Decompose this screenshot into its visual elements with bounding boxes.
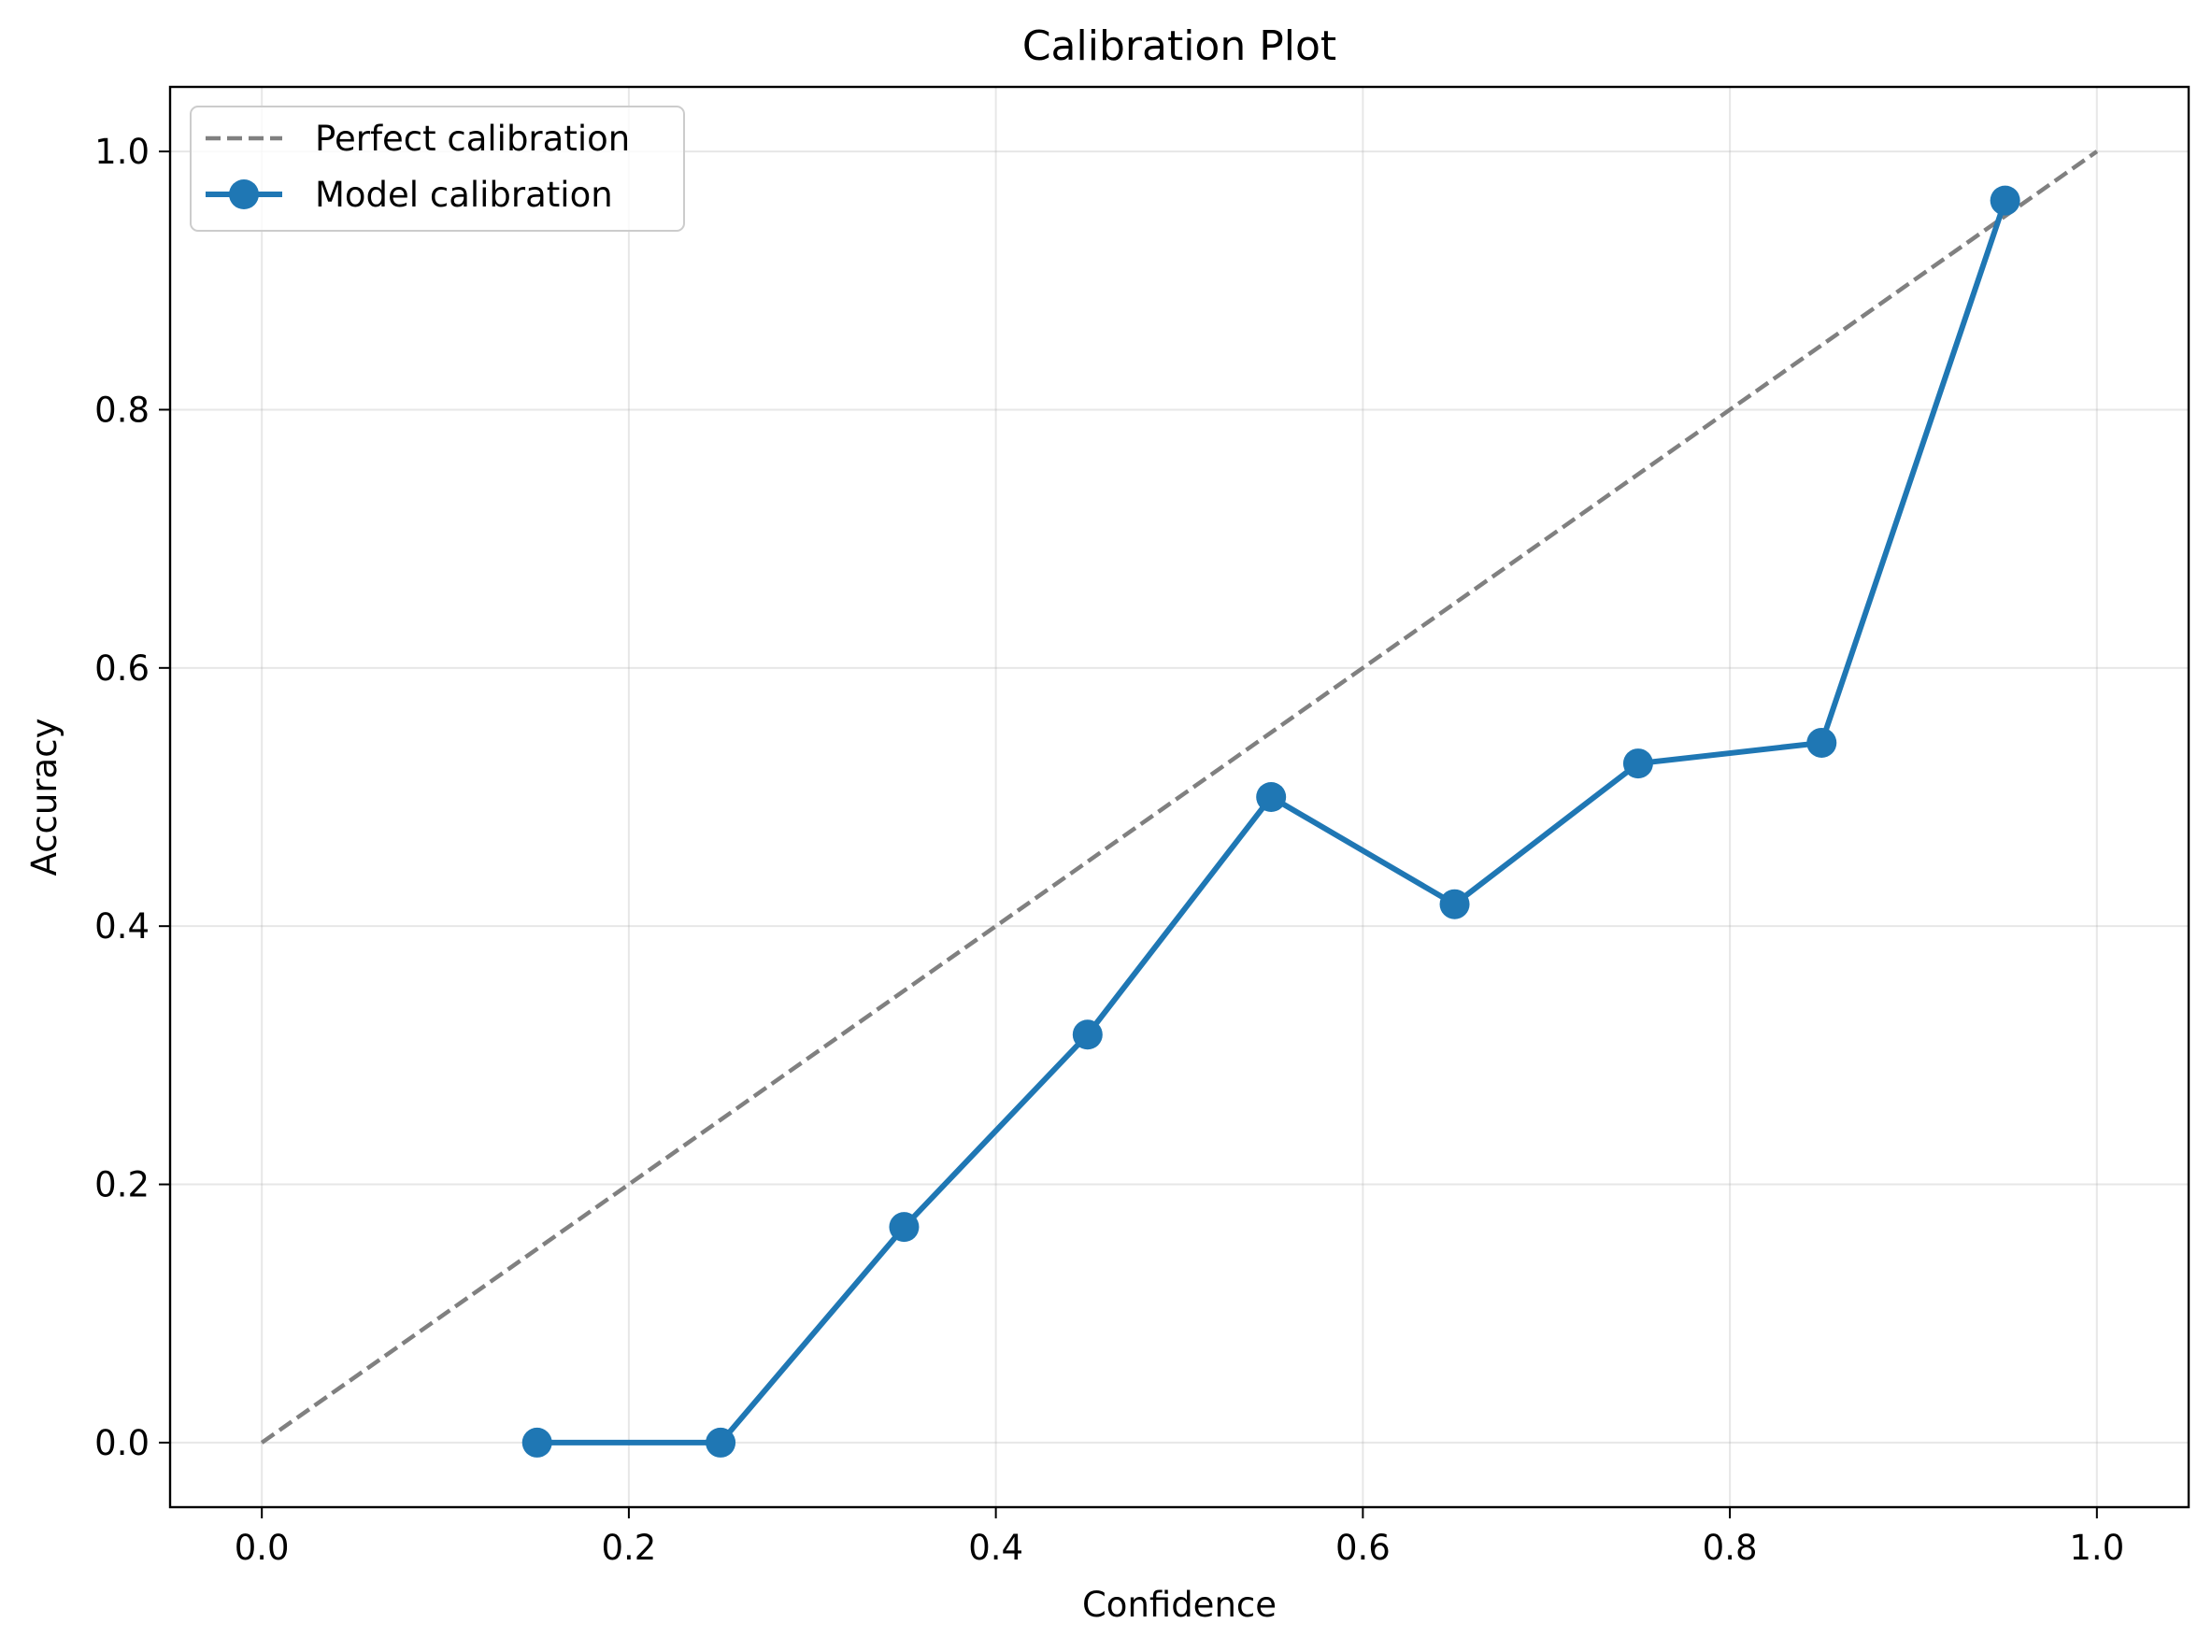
legend-box — [190, 106, 685, 232]
legend-perfect-label: Perfect calibration — [315, 119, 630, 159]
x-tick-label: 1.0 — [2069, 1528, 2124, 1568]
chart-title: Calibration Plot — [1022, 22, 1336, 70]
model-calibration-point — [1072, 1019, 1103, 1050]
y-axis-label: Accuracy — [24, 719, 64, 876]
model-calibration-point — [1439, 889, 1470, 919]
model-calibration-line — [536, 199, 2008, 1446]
model-calibration-point — [889, 1212, 920, 1243]
legend: Perfect calibration Model calibration — [190, 106, 685, 232]
y-tick-label: 0.4 — [94, 906, 150, 947]
y-tick-label: 0.0 — [94, 1423, 150, 1463]
tick-layer: 0.0 0.2 0.4 0.6 0.8 1.0 0.0 0.2 0.4 0.6 0.8 1.0 — [94, 132, 2124, 1568]
model-calibration-point — [1806, 727, 1837, 758]
y-tick-label: 0.6 — [94, 648, 150, 689]
x-tick-label: 0.2 — [601, 1528, 656, 1568]
y-tick-label: 0.2 — [94, 1165, 150, 1205]
y-tick-label: 1.0 — [94, 132, 150, 172]
model-calibration-point — [1990, 185, 2020, 216]
legend-model-marker — [229, 179, 259, 209]
model-calibration-point — [521, 1427, 552, 1458]
y-tick-label: 0.8 — [94, 390, 150, 430]
x-tick-label: 0.4 — [968, 1528, 1023, 1568]
model-calibration-point — [706, 1427, 736, 1458]
legend-model-label: Model calibration — [315, 175, 613, 215]
x-tick-label: 0.8 — [1703, 1528, 1758, 1568]
x-tick-label: 0.0 — [235, 1528, 290, 1568]
x-tick-label: 0.6 — [1335, 1528, 1391, 1568]
plot-frame — [168, 85, 2191, 1509]
perfect-calibration-line — [260, 150, 2099, 1445]
series-layer — [260, 150, 2099, 1458]
x-axis-label: Confidence — [1082, 1585, 1277, 1625]
model-calibration-point — [1256, 782, 1287, 812]
model-calibration-point — [1622, 748, 1653, 779]
